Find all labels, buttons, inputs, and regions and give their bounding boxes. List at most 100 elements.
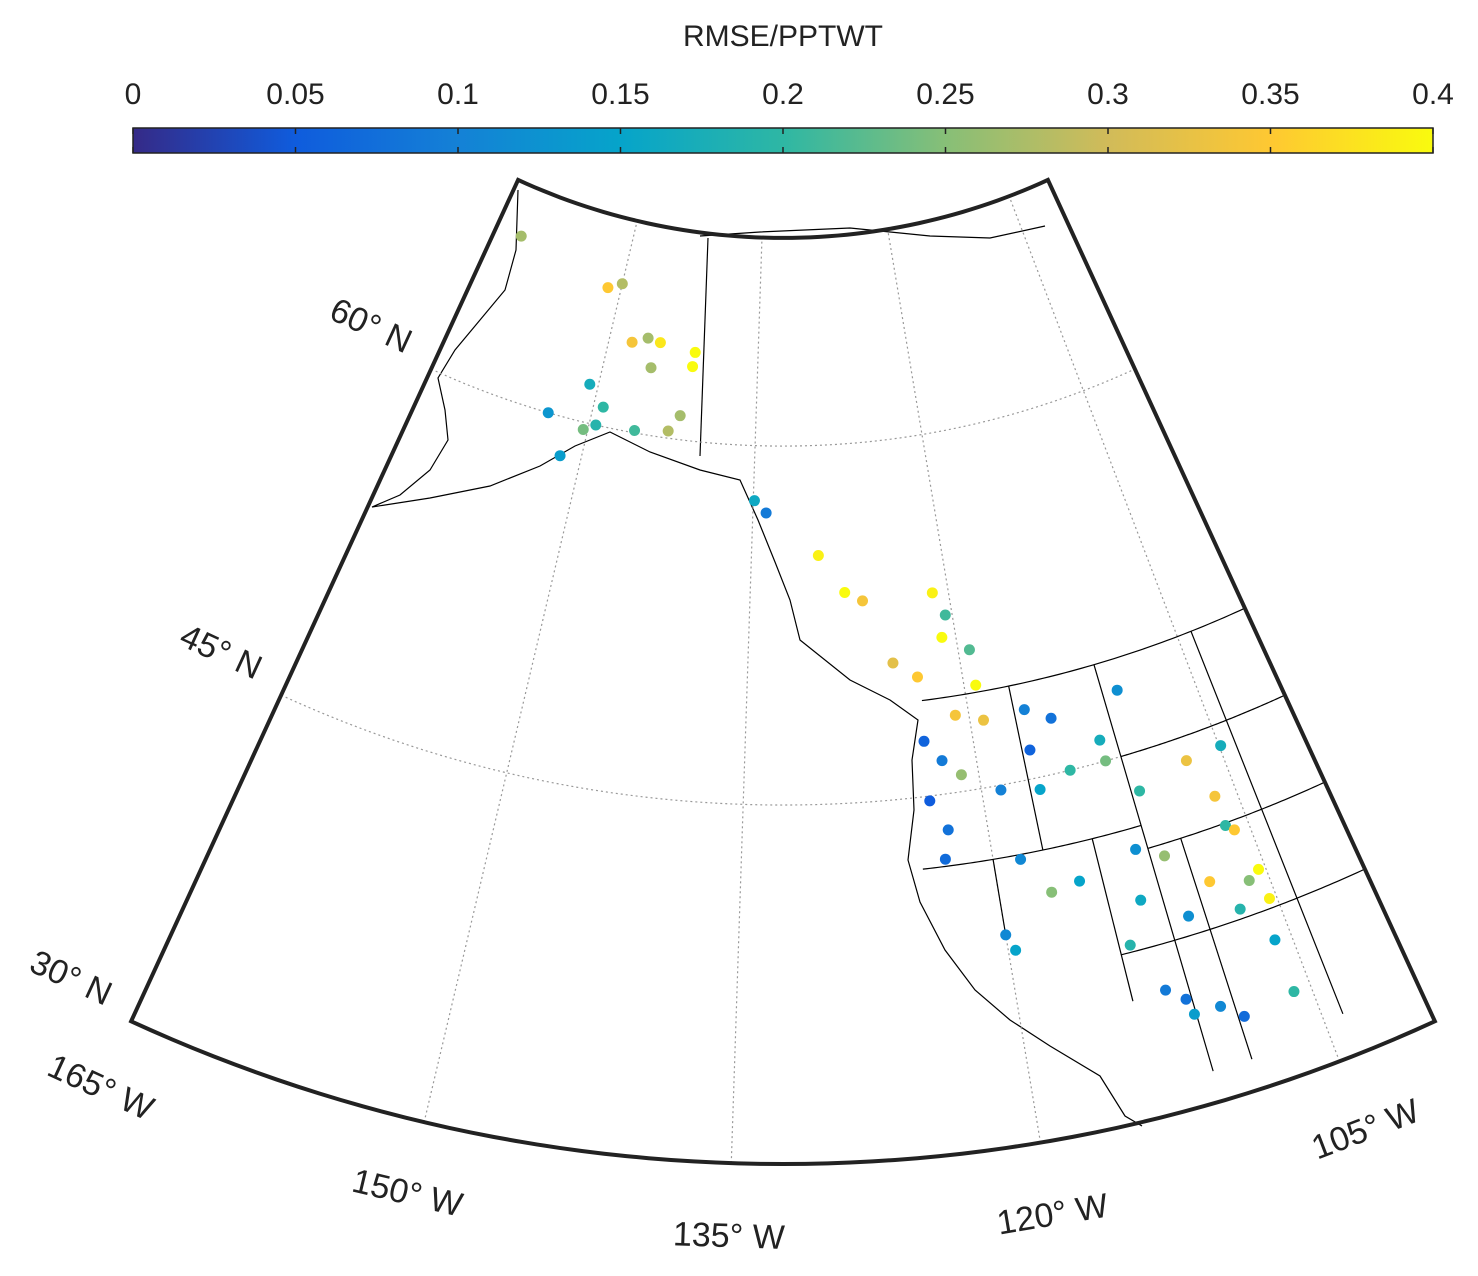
station [687,361,699,373]
station [939,609,951,621]
station [911,671,923,683]
station [839,587,851,599]
border [1147,781,1326,849]
station [963,644,975,656]
station [689,346,701,358]
lon-label: 135° W [672,1215,785,1257]
border [1121,868,1366,956]
station [1263,893,1275,905]
station [924,795,936,807]
stations [515,230,1300,1022]
station [515,230,527,242]
coastline [371,189,1143,1127]
station [936,631,948,643]
station [1180,993,1192,1005]
station [1160,984,1172,996]
meridian-grid [1008,195,1341,1062]
colorbar-tick-label: 0.3 [1087,78,1129,111]
parallel-grid [430,368,1136,447]
station [1234,903,1246,915]
lon-label: 120° W [994,1187,1111,1243]
station [926,587,938,599]
station [662,425,674,437]
station [1238,1010,1250,1022]
station [1034,783,1046,795]
station [674,410,686,422]
station [942,824,954,836]
station [1188,1008,1200,1020]
station [1124,939,1136,951]
border [992,859,1006,931]
station [1015,853,1027,865]
map-geometry [128,177,1438,1167]
station [1269,934,1281,946]
station [918,735,930,747]
station [995,784,1007,796]
meridian-grid [730,237,763,1164]
station [1288,986,1300,998]
alaska-border [699,237,709,457]
colorbar-tick-label: 0 [125,78,142,111]
station [1130,843,1142,855]
meridian-grid [423,220,638,1123]
station [1100,755,1112,767]
station [1064,764,1076,776]
station [597,401,609,413]
border [1180,838,1253,1060]
station [542,407,554,419]
station [1159,850,1171,862]
station [1215,740,1227,752]
station [939,853,951,865]
station [626,336,638,348]
station [955,769,967,781]
lat-label: 30° N [24,943,117,1013]
station [1135,894,1147,906]
station [1094,734,1106,746]
border [1091,838,1134,1002]
station [602,282,614,294]
station [554,450,566,462]
station [887,657,899,669]
station [590,419,602,431]
station [584,378,596,390]
meridian-grid [887,229,1042,1143]
station [1219,819,1231,831]
station [642,332,654,344]
station [1180,755,1192,767]
station [616,278,628,290]
colorbar-tick-label: 0.2 [762,78,804,111]
border [1190,631,1344,1015]
border [921,607,1246,702]
parallel-grid [280,694,1286,806]
station [629,424,641,436]
station [1046,886,1058,898]
station [1134,785,1146,797]
station [1183,910,1195,922]
station [978,714,990,726]
station [1045,712,1057,724]
colorbar-tick-label: 0.15 [591,78,649,111]
station [1024,744,1036,756]
northern-coast [699,225,1046,239]
station [857,595,869,607]
colorbar-title: RMSE/PPTWT [683,20,883,53]
border [1120,694,1286,758]
lon-label: 165° W [42,1047,160,1128]
colorbar-tick-label: 0.35 [1241,78,1299,111]
colorbar-tick-label: 0.1 [437,78,479,111]
station [1000,929,1012,941]
station [1010,944,1022,956]
station [760,507,772,519]
map-frame [128,177,1438,1167]
station [577,423,589,435]
parallel-grid [130,1020,1436,1165]
colorbar-tick-label: 0.25 [916,78,974,111]
station [1215,1000,1227,1012]
lat-label: 45° N [174,617,267,687]
station [1111,684,1123,696]
station [1228,824,1240,836]
station [970,679,982,691]
station [949,709,961,721]
station [1209,790,1221,802]
